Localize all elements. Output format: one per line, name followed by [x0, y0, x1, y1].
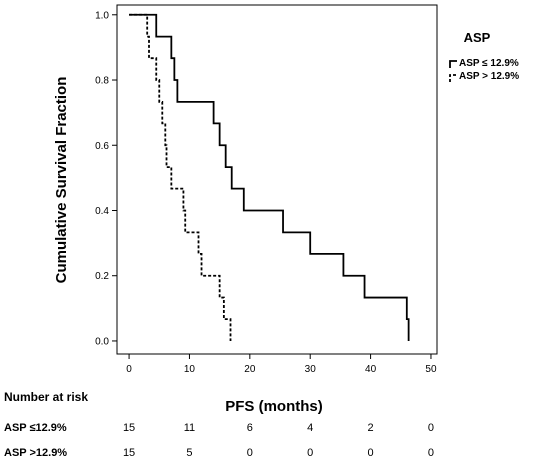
risk-count: 0 — [307, 447, 313, 459]
x-tick-label: 30 — [305, 364, 317, 375]
risk-count: 0 — [428, 422, 434, 434]
curve-asp-low — [129, 13, 410, 341]
risk-count: 0 — [368, 447, 374, 459]
risk-table-values: 15 11 6 4 2 0 15 5 0 0 0 0 — [123, 422, 434, 459]
risk-table-title: Number at risk — [4, 390, 88, 404]
risk-row-label-dashed: ASP >12.9% — [4, 447, 67, 459]
y-tick-label: 0.6 — [95, 141, 109, 152]
legend-entry-dashed: ASP > 12.9% — [449, 71, 519, 82]
risk-count: 15 — [123, 447, 135, 459]
risk-count: 0 — [428, 447, 434, 459]
risk-count: 11 — [184, 422, 195, 434]
x-axis-title: PFS (months) — [225, 398, 323, 415]
legend-entry-solid: ASP ≤ 12.9% — [449, 58, 519, 69]
x-tick-label: 0 — [126, 364, 132, 375]
curve-asp-high — [129, 13, 232, 341]
survival-curves — [129, 13, 410, 341]
x-tick-label: 20 — [244, 364, 256, 375]
y-tick-label: 0.4 — [95, 206, 109, 217]
legend-swatch-dashed — [449, 74, 457, 82]
risk-count: 0 — [247, 447, 253, 459]
legend-swatch-solid — [449, 60, 457, 68]
risk-count: 6 — [247, 422, 253, 434]
risk-count: 4 — [307, 422, 313, 434]
risk-row-label-solid: ASP ≤12.9% — [4, 422, 67, 434]
risk-count: 5 — [186, 447, 192, 459]
axis-ticks: 0 10 20 30 40 50 0.0 0.2 0.4 0.6 0.8 1.0 — [95, 10, 437, 375]
legend-title: ASP — [464, 30, 491, 45]
y-tick-label: 0.2 — [95, 271, 109, 282]
x-tick-label: 10 — [184, 364, 196, 375]
risk-count: 15 — [123, 422, 135, 434]
x-tick-label: 50 — [425, 364, 437, 375]
legend-label-solid: ASP ≤ 12.9% — [459, 58, 519, 69]
y-tick-label: 0.0 — [95, 336, 109, 347]
legend-label-dashed: ASP > 12.9% — [459, 71, 519, 82]
y-tick-label: 0.8 — [95, 76, 109, 87]
plot-frame — [116, 4, 438, 355]
y-axis-title: Cumulative Survival Fraction — [53, 77, 70, 284]
y-tick-label: 1.0 — [95, 10, 109, 21]
x-tick-label: 40 — [365, 364, 377, 375]
risk-count: 2 — [368, 422, 374, 434]
